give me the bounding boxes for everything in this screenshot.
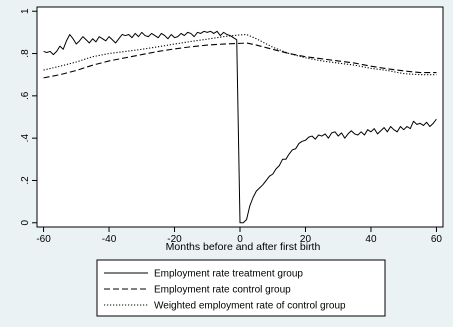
legend: Employment rate treatment group Employmen… [96, 259, 386, 317]
y-tick-label: .2 [20, 176, 31, 185]
legend-label-2: Employment rate control group [154, 285, 291, 296]
y-axis: 0 .2 .4 .6 .8 1 [20, 8, 37, 226]
series-layer [43, 30, 437, 224]
y-tick-label: 1 [20, 8, 31, 14]
y-tick-label: .4 [20, 134, 31, 143]
x-axis: -60 -40 -20 0 20 40 60 [36, 227, 442, 245]
y-tick-label: 0 [20, 220, 31, 226]
x-tick-label: -40 [102, 234, 117, 245]
series-line-1 [43, 30, 437, 224]
legend-label-3: Weighted employment rate of control grou… [154, 301, 346, 312]
legend-box [96, 259, 386, 317]
y-tick-label: .6 [20, 91, 31, 100]
legend-items: Employment rate treatment group Employmen… [104, 269, 346, 312]
x-tick-label: 40 [365, 234, 377, 245]
plot-area [36, 6, 444, 228]
x-axis-label: Months before and after first birth [166, 241, 321, 253]
x-tick-label: 20 [300, 234, 312, 245]
x-tick-label: 60 [431, 234, 443, 245]
x-tick-label: 0 [237, 234, 243, 245]
y-tick-label: .8 [20, 49, 31, 58]
legend-label-1: Employment rate treatment group [154, 269, 303, 280]
series-line-2 [43, 42, 437, 79]
series-line-3 [43, 33, 437, 76]
x-tick-label: -60 [36, 234, 51, 245]
x-tick-label: -20 [167, 234, 182, 245]
